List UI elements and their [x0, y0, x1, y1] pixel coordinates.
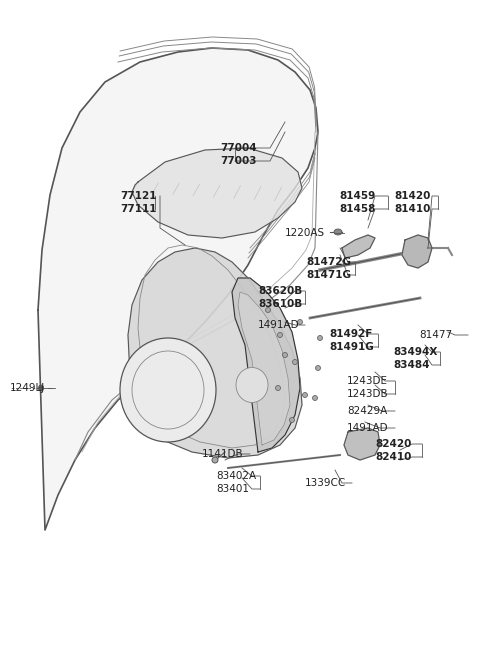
Text: 1220AS: 1220AS — [285, 228, 325, 238]
Text: 82429A: 82429A — [347, 406, 387, 416]
Text: 1243DB: 1243DB — [347, 389, 389, 399]
Text: 81410: 81410 — [394, 204, 431, 214]
Ellipse shape — [236, 367, 268, 403]
Ellipse shape — [276, 386, 280, 390]
Text: 1249LJ: 1249LJ — [10, 383, 45, 393]
Ellipse shape — [315, 365, 321, 371]
Polygon shape — [342, 235, 375, 258]
Ellipse shape — [283, 352, 288, 358]
Ellipse shape — [292, 359, 298, 365]
Polygon shape — [232, 278, 300, 452]
Ellipse shape — [298, 319, 302, 325]
Ellipse shape — [265, 308, 271, 312]
Polygon shape — [38, 48, 318, 530]
Text: 81472G: 81472G — [306, 257, 351, 267]
Text: 81477: 81477 — [419, 330, 452, 340]
Ellipse shape — [38, 385, 44, 391]
Text: 81471G: 81471G — [306, 270, 351, 280]
Ellipse shape — [334, 229, 342, 235]
Text: 1491AD: 1491AD — [258, 320, 300, 330]
Text: 82420: 82420 — [375, 439, 411, 449]
Polygon shape — [344, 428, 380, 460]
Text: 77121: 77121 — [120, 191, 156, 201]
Text: 81492F: 81492F — [329, 329, 372, 339]
Ellipse shape — [212, 457, 218, 463]
Ellipse shape — [277, 333, 283, 337]
Polygon shape — [238, 292, 290, 445]
Text: 77111: 77111 — [120, 204, 156, 214]
Text: 1243DE: 1243DE — [347, 376, 388, 386]
Ellipse shape — [312, 396, 317, 401]
Text: 83610B: 83610B — [258, 299, 302, 309]
Text: 81458: 81458 — [339, 204, 375, 214]
Text: 83484: 83484 — [393, 360, 430, 370]
Text: 1339CC: 1339CC — [305, 478, 346, 488]
Text: 77003: 77003 — [220, 156, 256, 166]
Polygon shape — [402, 235, 432, 268]
Polygon shape — [128, 248, 302, 458]
Text: 1491AD: 1491AD — [347, 423, 389, 433]
Text: 83494X: 83494X — [393, 347, 437, 357]
Text: 83401: 83401 — [216, 484, 249, 494]
Text: 81420: 81420 — [394, 191, 431, 201]
Text: 83620B: 83620B — [258, 286, 302, 296]
Ellipse shape — [317, 335, 323, 340]
Ellipse shape — [120, 338, 216, 442]
Text: 1141DB: 1141DB — [202, 449, 244, 459]
Ellipse shape — [289, 417, 295, 422]
Text: 81491G: 81491G — [329, 342, 374, 352]
Text: 82410: 82410 — [375, 452, 411, 462]
Ellipse shape — [302, 392, 308, 398]
Text: 77004: 77004 — [220, 143, 257, 153]
Polygon shape — [132, 148, 302, 238]
Text: 81459: 81459 — [339, 191, 375, 201]
Text: 83402A: 83402A — [216, 471, 256, 481]
